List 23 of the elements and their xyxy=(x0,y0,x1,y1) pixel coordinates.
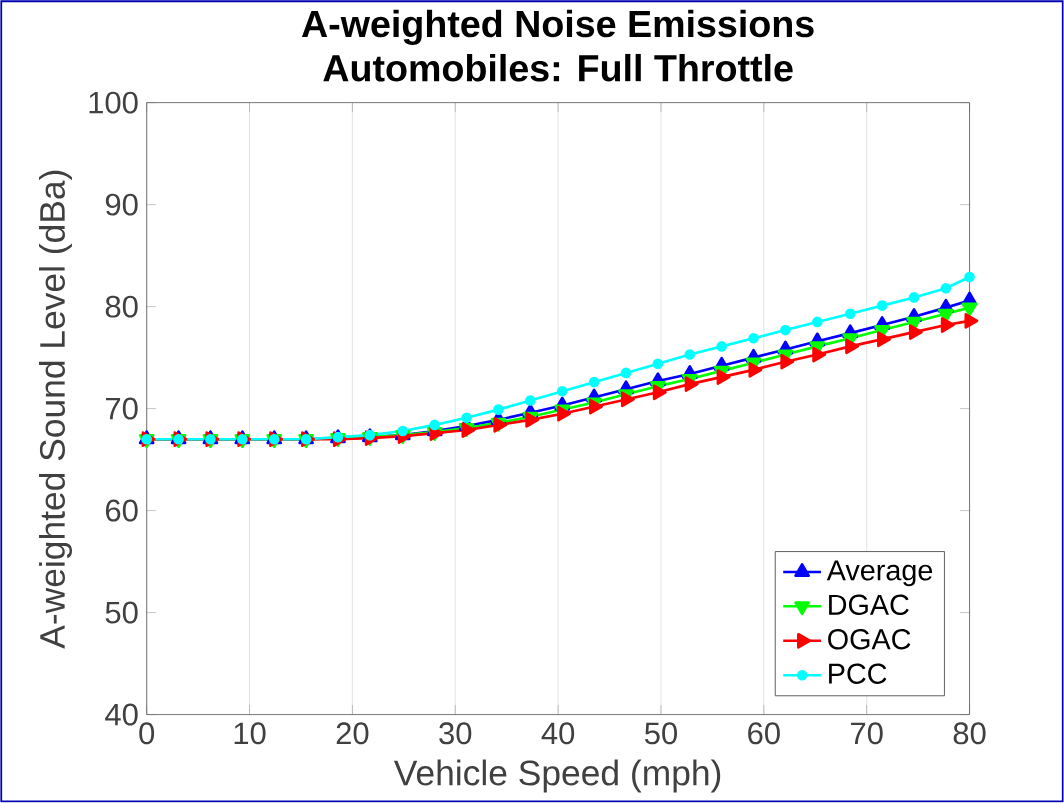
y-tick-label: 100 xyxy=(89,91,138,114)
legend-label: OGAC xyxy=(828,629,911,650)
y-tick-label: 90 xyxy=(105,193,138,216)
x-tick-label: 0 xyxy=(139,722,155,745)
x-tick-label: 10 xyxy=(234,722,266,745)
x-tick-label: 40 xyxy=(541,722,575,745)
y-tick-label: 50 xyxy=(105,601,138,624)
x-tick-label: 20 xyxy=(336,722,369,745)
x-tick-label: 30 xyxy=(439,722,472,745)
x-tick-label: 60 xyxy=(748,722,780,745)
x-tick-label: 50 xyxy=(645,722,678,745)
y-tick-label: 80 xyxy=(105,295,138,318)
x-tick-label: 80 xyxy=(953,722,986,745)
legend-label: DGAC xyxy=(829,594,909,616)
y-tick-label: 40 xyxy=(105,703,138,726)
legend-label: Average xyxy=(826,560,933,587)
y-axis-title: A-weighted Sound Level (dBa) xyxy=(39,170,72,649)
x-tick-label: 70 xyxy=(851,722,883,745)
chart-title: A-weighted Noise Emissions Automobiles: Full Throttle xyxy=(301,9,814,82)
y-tick-label: 70 xyxy=(106,397,138,420)
legend-label: PCC xyxy=(829,663,887,685)
x-axis-title: Vehicle Speed (mph) xyxy=(393,759,721,793)
y-tick-label: 60 xyxy=(105,499,138,522)
